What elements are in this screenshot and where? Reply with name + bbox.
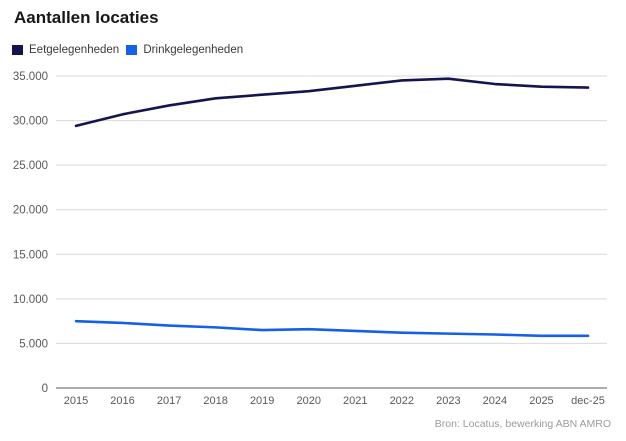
svg-text:dec-25: dec-25 [571, 395, 605, 407]
svg-text:2017: 2017 [157, 395, 181, 407]
svg-text:2018: 2018 [203, 395, 227, 407]
svg-text:35.000: 35.000 [13, 71, 48, 83]
svg-text:30.000: 30.000 [13, 116, 48, 128]
svg-text:0: 0 [42, 383, 48, 395]
svg-text:2025: 2025 [529, 395, 553, 407]
svg-text:10.000: 10.000 [13, 294, 48, 306]
svg-text:2019: 2019 [250, 395, 274, 407]
svg-text:2016: 2016 [110, 395, 134, 407]
svg-text:2020: 2020 [296, 395, 320, 407]
svg-text:2015: 2015 [64, 395, 88, 407]
svg-text:15.000: 15.000 [13, 249, 48, 261]
svg-text:2022: 2022 [390, 395, 414, 407]
svg-text:2024: 2024 [483, 395, 507, 407]
svg-text:2021: 2021 [343, 395, 367, 407]
svg-text:20.000: 20.000 [13, 205, 48, 217]
svg-text:2023: 2023 [436, 395, 460, 407]
svg-text:25.000: 25.000 [13, 160, 48, 172]
svg-text:5.000: 5.000 [19, 338, 48, 350]
